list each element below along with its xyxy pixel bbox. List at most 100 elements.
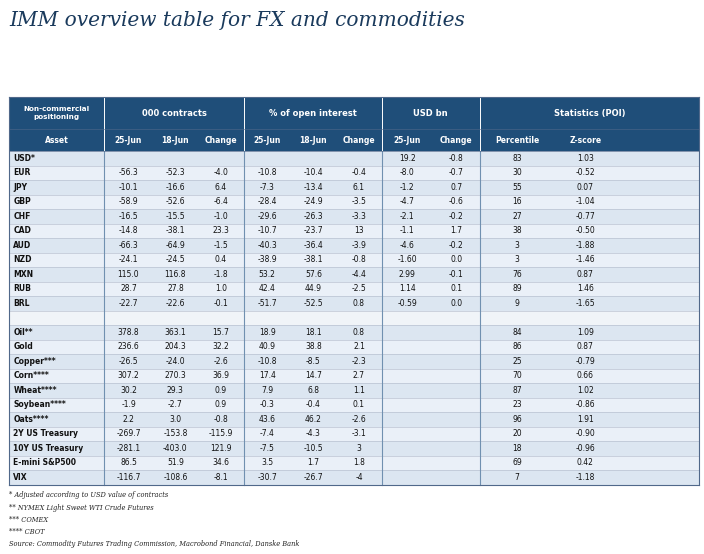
Text: -10.7: -10.7 [258,227,277,235]
Text: RUB: RUB [13,285,31,294]
Bar [9,253,699,267]
Text: Z-score: Z-score [569,136,601,145]
Text: 0.42: 0.42 [577,459,593,468]
Text: -3.3: -3.3 [351,212,366,221]
Text: -108.6: -108.6 [163,473,187,482]
Text: Change: Change [343,136,375,145]
Point [100,481,108,488]
Text: 3: 3 [356,444,361,453]
Text: 34.6: 34.6 [213,459,230,468]
Text: -8.0: -8.0 [400,168,415,177]
Text: 0.4: 0.4 [215,255,227,264]
Text: 89: 89 [512,285,522,294]
Text: 6.8: 6.8 [308,386,320,395]
Text: 18-Jun: 18-Jun [300,136,327,145]
Text: 6.1: 6.1 [353,183,365,192]
Bar [9,311,699,325]
Bar [9,296,699,311]
Point [377,148,386,155]
Text: 69: 69 [512,459,522,468]
Text: 83: 83 [512,154,522,163]
Text: -28.4: -28.4 [258,197,277,207]
Point [5,481,13,488]
Text: 307.2: 307.2 [118,372,139,381]
Text: -2.5: -2.5 [351,285,366,294]
Text: 0.9: 0.9 [215,386,227,395]
Text: -4.3: -4.3 [306,429,321,439]
Text: 32.2: 32.2 [213,342,230,351]
Text: -115.9: -115.9 [209,429,233,439]
Text: -4.4: -4.4 [351,270,366,279]
Text: -1.04: -1.04 [575,197,595,207]
Text: -1.9: -1.9 [121,401,136,409]
Text: 0.1: 0.1 [353,401,365,409]
Text: -14.8: -14.8 [119,227,138,235]
Text: -4.0: -4.0 [213,168,228,177]
Text: -1.65: -1.65 [575,299,595,308]
Point [239,148,248,155]
Text: -36.4: -36.4 [303,241,323,250]
Text: 7: 7 [515,473,520,482]
Text: 86: 86 [512,342,522,351]
Text: BRL: BRL [13,299,30,308]
Text: 28.7: 28.7 [120,285,137,294]
Bar [9,412,699,427]
Text: *** COMEX: *** COMEX [9,516,49,524]
Bar [9,325,699,340]
Text: % of open interest: % of open interest [269,109,357,117]
Text: 204.3: 204.3 [165,342,187,351]
Text: 42.4: 42.4 [259,285,276,294]
Text: -52.3: -52.3 [165,168,185,177]
Text: -116.7: -116.7 [116,473,141,482]
Text: 3: 3 [515,255,520,264]
Point [475,94,484,100]
Text: 25-Jun: 25-Jun [394,136,421,145]
Text: -4.7: -4.7 [400,197,415,207]
Text: -4: -4 [355,473,363,482]
Text: 25-Jun: 25-Jun [115,136,142,145]
Point [239,126,248,132]
Bar [9,354,699,369]
Text: E-mini S&P500: E-mini S&P500 [13,459,76,468]
Text: -0.50: -0.50 [575,227,595,235]
Text: 9: 9 [515,299,520,308]
Text: -51.7: -51.7 [258,299,277,308]
Text: -3.5: -3.5 [351,197,366,207]
Text: -0.7: -0.7 [448,168,464,177]
Bar [9,470,699,485]
Text: -30.7: -30.7 [257,473,277,482]
Text: 19.2: 19.2 [399,154,415,163]
Text: -13.4: -13.4 [303,183,323,192]
Text: -22.6: -22.6 [165,299,185,308]
Text: -15.5: -15.5 [165,212,185,221]
Text: -16.5: -16.5 [119,212,138,221]
Text: 2Y US Treasury: 2Y US Treasury [13,429,78,439]
Text: -24.5: -24.5 [165,255,185,264]
Text: 2.2: 2.2 [122,415,134,424]
Text: -10.4: -10.4 [303,168,323,177]
Point [377,481,386,488]
Text: 0.0: 0.0 [450,255,463,264]
Text: 38.8: 38.8 [305,342,322,351]
Point [100,94,108,100]
Text: -56.3: -56.3 [119,168,139,177]
Text: IMM overview table for FX and commodities: IMM overview table for FX and commoditie… [9,12,465,30]
Text: CHF: CHF [13,212,31,221]
Point [5,94,13,100]
Text: 0.8: 0.8 [353,299,365,308]
Text: -3.1: -3.1 [351,429,366,439]
Text: 27: 27 [512,212,522,221]
Bar [9,166,699,180]
Point [475,126,484,132]
Bar [9,267,699,282]
Text: -1.1: -1.1 [400,227,415,235]
Text: 1.0: 1.0 [215,285,227,294]
Text: 1.03: 1.03 [577,154,593,163]
Point [239,126,248,132]
Text: 121.9: 121.9 [210,444,232,453]
Bar [9,427,699,441]
Text: -1.5: -1.5 [213,241,228,250]
Text: 76: 76 [512,270,522,279]
Text: 0.1: 0.1 [451,285,463,294]
Bar [9,456,699,470]
